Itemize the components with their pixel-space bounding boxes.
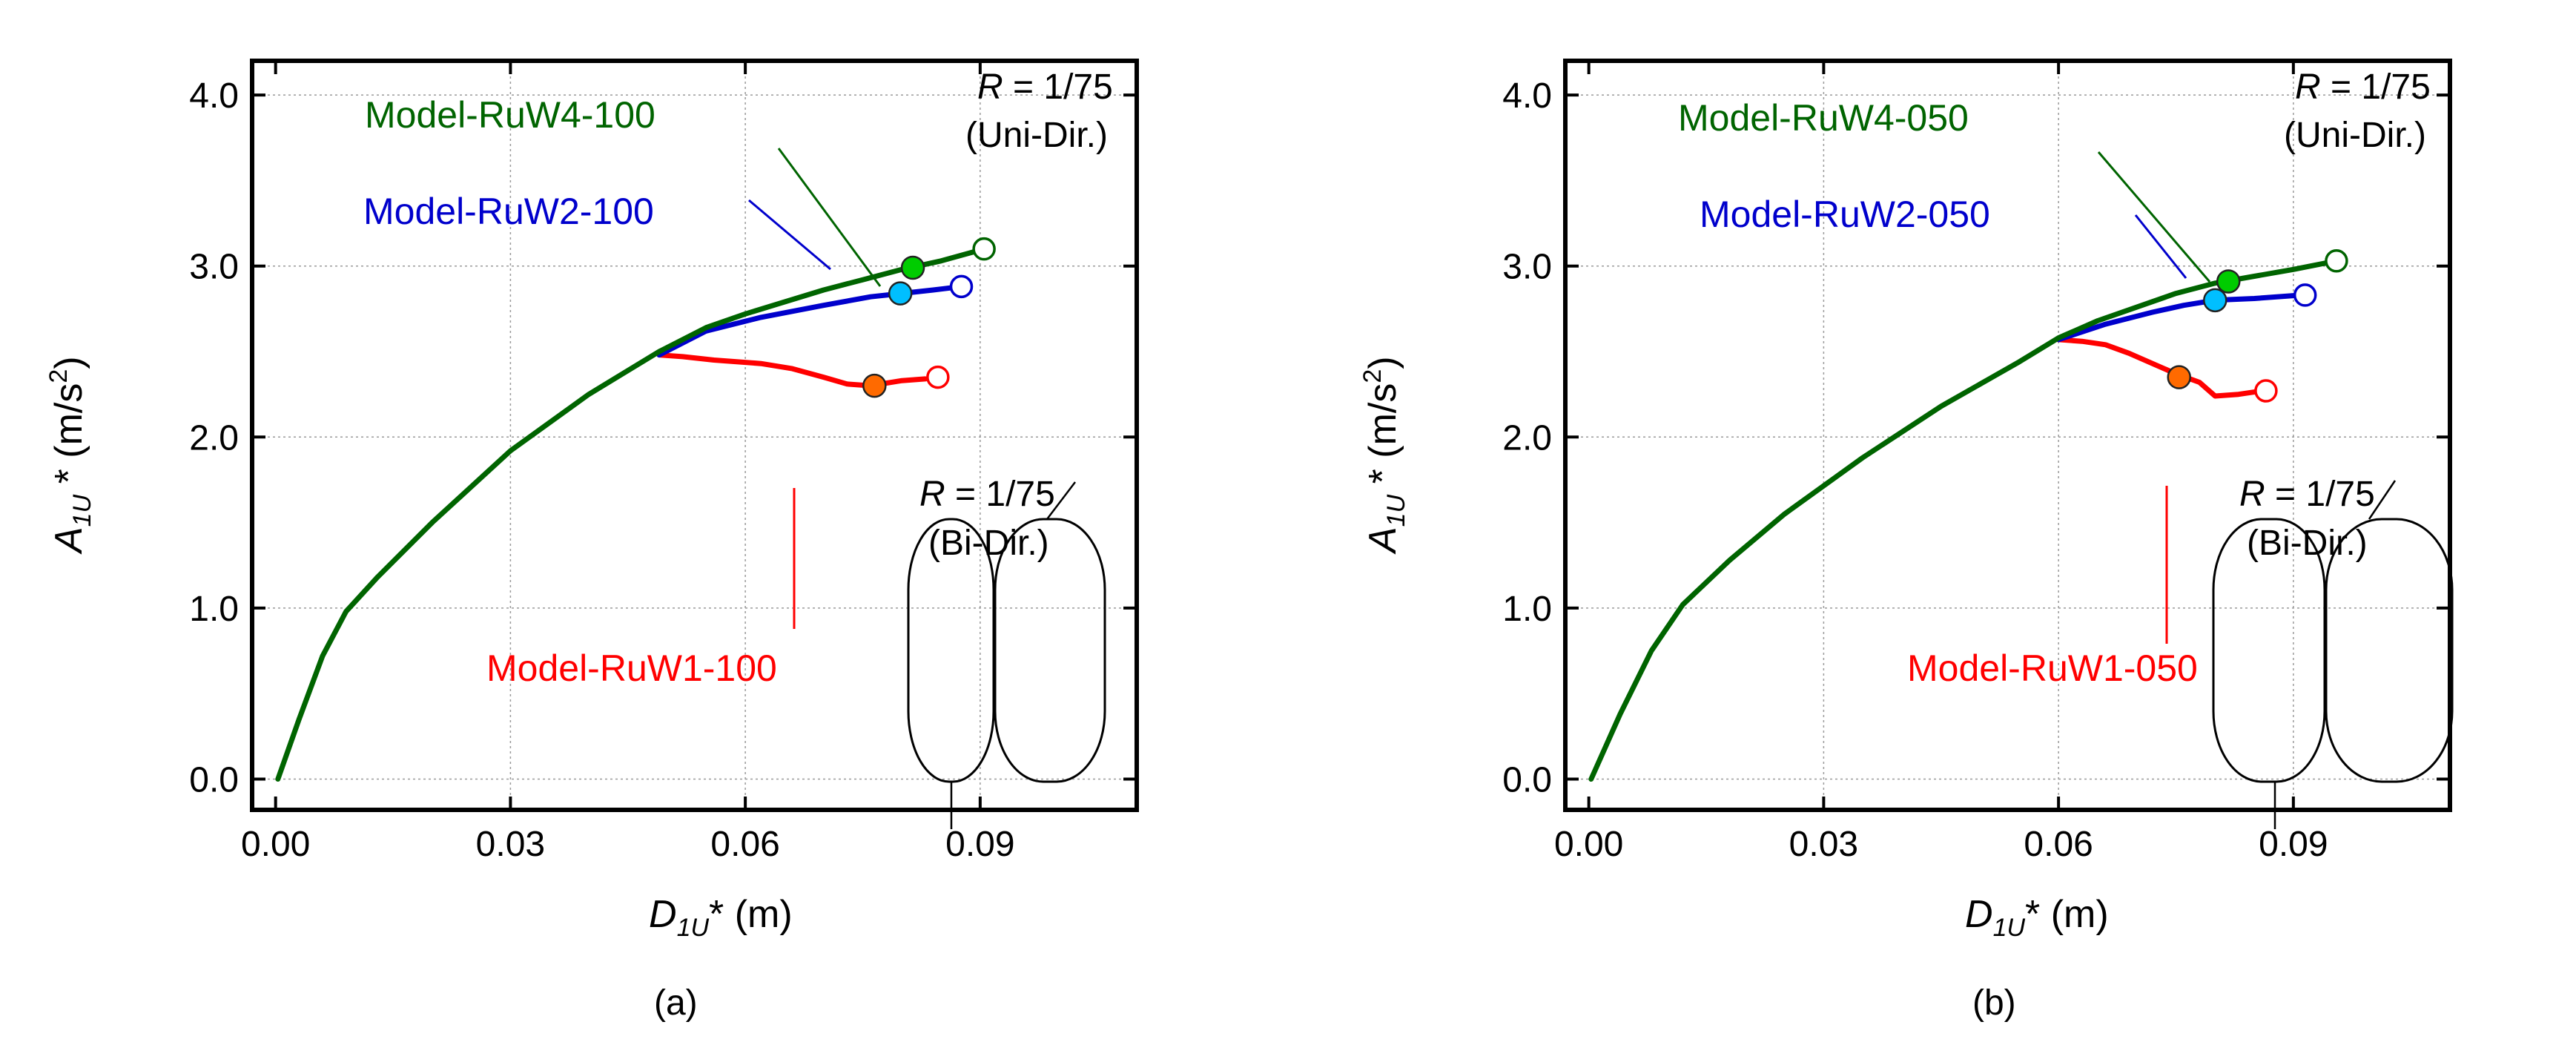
x-axis-label-b: D1U* (m) (1965, 893, 2109, 942)
uni-dir-leader (1046, 481, 1076, 520)
ruw4-leader (777, 148, 882, 287)
markers-b (2167, 249, 2348, 403)
series-label-ruw4-b: Model-RuW4-050 (1678, 97, 1969, 139)
bi-dir-sub-b: (Bi-Dir.) (2247, 524, 2368, 563)
y-axis-label-a: A1U * (m/s2) (44, 356, 96, 555)
marker-open-2 (949, 274, 974, 299)
panel-caption-a: (a) (654, 983, 698, 1023)
plot-frame-a (250, 59, 1139, 812)
series-label-ruw2-b: Model-RuW2-050 (1700, 194, 1990, 235)
plot-frame-b (1563, 59, 2452, 812)
marker-filled-2 (2203, 288, 2227, 313)
uni-dir-sub-a: (Uni-Dir.) (965, 116, 1108, 155)
x-tick-label: 0.06 (710, 825, 779, 864)
series-line-3 (275, 246, 987, 782)
y-tick-label: 1.0 (189, 590, 239, 629)
uni-dir-label-a: R = 1/75 (977, 67, 1113, 107)
marker-filled-3 (900, 255, 925, 280)
uni-dir-ellipse (994, 518, 1106, 783)
x-axis-label-a: D1U* (m) (649, 893, 793, 942)
series-label-ruw2-a: Model-RuW2-100 (363, 191, 654, 232)
y-tick-label: 2.0 (1502, 418, 1552, 458)
series-a (275, 246, 987, 782)
markers-a (862, 237, 996, 398)
grid-a (252, 61, 1137, 810)
y-tick-label: 4.0 (1502, 76, 1552, 116)
marker-open-2 (2293, 283, 2317, 307)
bi-dir-sub-a: (Bi-Dir.) (928, 524, 1049, 563)
y-tick-label: 2.0 (189, 418, 239, 458)
uni-dir-leader (2368, 480, 2397, 520)
y-axis-label-b: A1U * (m/s2) (1358, 356, 1410, 555)
uni-dir-label-b: R = 1/75 (2295, 67, 2431, 107)
marker-open-1 (926, 365, 950, 389)
ruw4-leader (2097, 151, 2211, 283)
y-tick-label: 0.0 (189, 760, 239, 799)
x-tick-label: 0.00 (1554, 825, 1623, 864)
series-label-ruw1-a: Model-RuW1-100 (486, 647, 777, 689)
bi-dir-ellipse (2212, 518, 2326, 783)
bi-dir-ratio-b: R = 1/75 (2239, 475, 2375, 514)
marker-filled-1 (862, 373, 887, 398)
series-b (1588, 258, 2339, 782)
series-line-2 (656, 283, 964, 358)
x-tick-label: 0.06 (2024, 825, 2093, 864)
panel-caption-b: (b) (1972, 983, 2016, 1023)
x-tick-label: 0.03 (476, 825, 545, 864)
marker-filled-2 (888, 281, 913, 306)
series-line-1 (2055, 337, 2265, 399)
bi-dir-ratio-a: R = 1/75 (919, 475, 1055, 514)
grid-b (1565, 61, 2450, 810)
y-tick-label: 4.0 (189, 76, 239, 116)
y-tick-label: 3.0 (189, 248, 239, 287)
panel-a: 0.00 0.03 0.06 0.09 0.0 1.0 2.0 3.0 4.0 D1U* (m)… (44, 59, 1139, 1023)
series-line-3 (1588, 258, 2339, 782)
marker-open-3 (972, 237, 996, 261)
x-tick-label: 0.00 (241, 825, 310, 864)
marker-filled-1 (2167, 365, 2191, 389)
series-label-ruw4-a: Model-RuW4-100 (365, 94, 655, 136)
annotations-b (2097, 151, 2454, 829)
x-tick-label: 0.03 (1789, 825, 1858, 864)
y-tick-label: 3.0 (1502, 248, 1552, 287)
marker-filled-3 (2216, 269, 2241, 294)
ticks-a: 0.00 0.03 0.06 0.09 0.0 1.0 2.0 3.0 4.0 (189, 61, 1137, 864)
panel-b: 0.00 0.03 0.06 0.09 0.0 1.0 2.0 3.0 4.0 D1U* (m)… (1358, 59, 2454, 1023)
x-tick-label: 0.09 (945, 825, 1014, 864)
uni-dir-sub-b: (Uni-Dir.) (2284, 116, 2426, 155)
marker-open-1 (2254, 379, 2278, 403)
series-line-2 (2055, 292, 2304, 343)
annotations-a (748, 148, 1106, 829)
y-tick-label: 0.0 (1502, 760, 1552, 799)
ruw2-leader (748, 199, 831, 271)
ruw2-leader (2134, 214, 2187, 279)
series-label-ruw1-b: Model-RuW1-050 (1907, 647, 2198, 689)
ticks-b: 0.00 0.03 0.06 0.09 0.0 1.0 2.0 3.0 4.0 (1502, 61, 2450, 864)
marker-open-3 (2325, 249, 2348, 273)
y-tick-label: 1.0 (1502, 590, 1552, 629)
x-tick-label: 0.09 (2259, 825, 2328, 864)
